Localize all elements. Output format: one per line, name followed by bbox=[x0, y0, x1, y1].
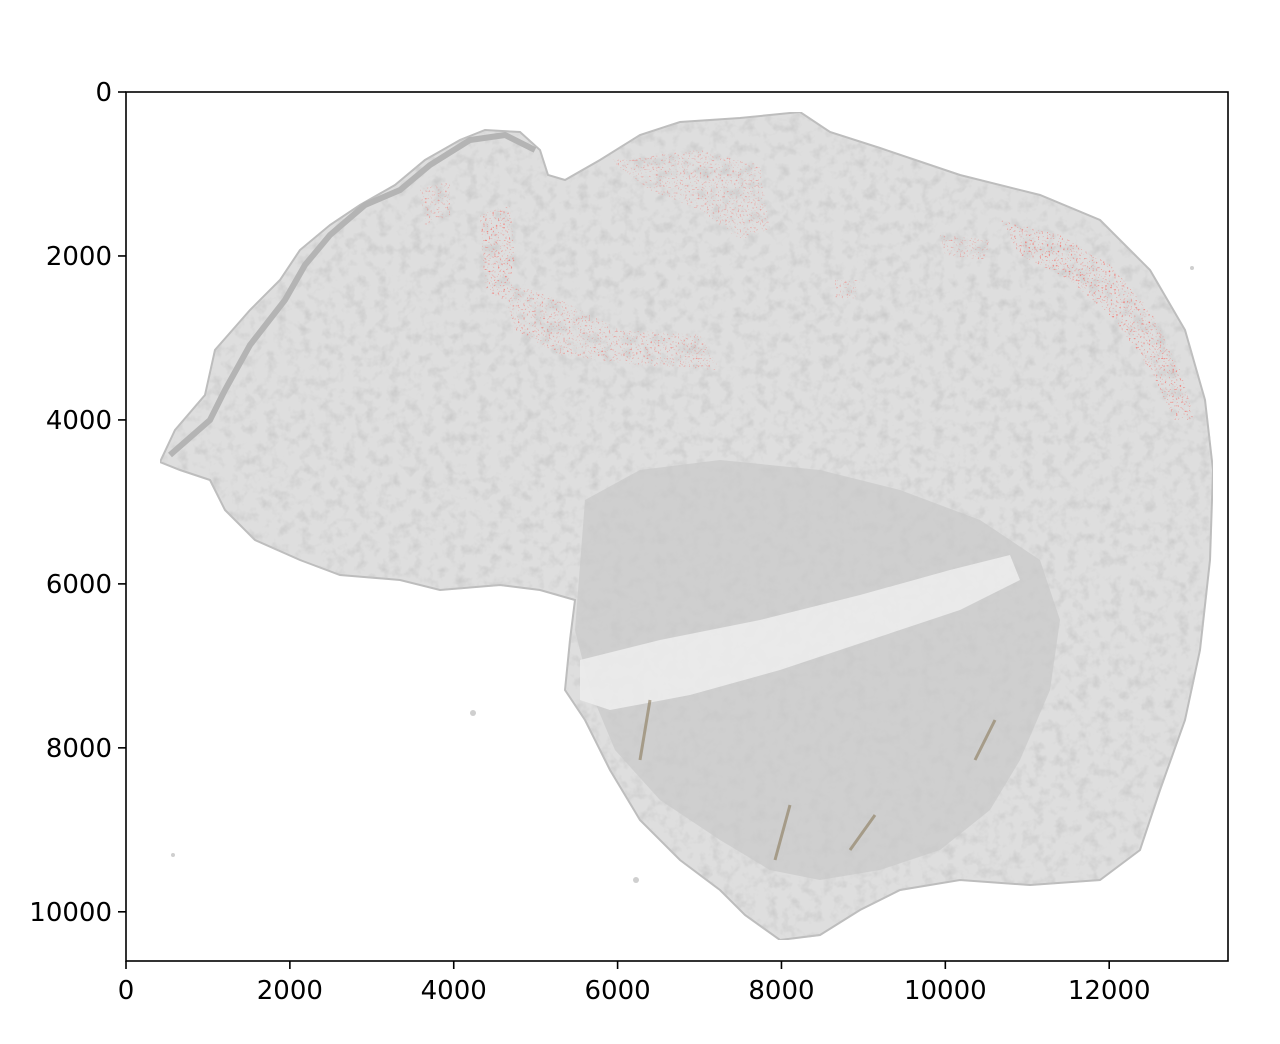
x-tick-label: 0 bbox=[118, 976, 135, 1006]
tissue-section-image bbox=[158, 110, 1215, 942]
epithelium-fringe bbox=[168, 131, 537, 458]
y-tick-label: 6000 bbox=[46, 570, 112, 600]
x-tick-label: 12000 bbox=[1068, 976, 1151, 1006]
y-tick-label: 10000 bbox=[29, 898, 112, 928]
x-tick-label: 10000 bbox=[904, 976, 987, 1006]
debris-dots bbox=[171, 266, 1194, 883]
fibre-band bbox=[580, 555, 1020, 710]
x-tick-label: 8000 bbox=[748, 976, 814, 1006]
x-axis-ticks: 0 2000 4000 6000 8000 10000 12000 bbox=[118, 961, 1151, 1006]
x-tick-label: 2000 bbox=[257, 976, 323, 1006]
axes-frame bbox=[125, 91, 1229, 962]
muscle-region bbox=[575, 460, 1060, 880]
y-axis-ticks: 0 2000 4000 6000 8000 10000 bbox=[29, 78, 126, 928]
y-tick-label: 8000 bbox=[46, 734, 112, 764]
y-tick-label: 2000 bbox=[46, 242, 112, 272]
hotspot-regions bbox=[420, 150, 1195, 420]
vessel-streaks bbox=[638, 699, 997, 861]
y-tick-label: 4000 bbox=[46, 406, 112, 436]
y-tick-label: 0 bbox=[95, 78, 112, 108]
x-tick-label: 6000 bbox=[585, 976, 651, 1006]
x-tick-label: 4000 bbox=[421, 976, 487, 1006]
